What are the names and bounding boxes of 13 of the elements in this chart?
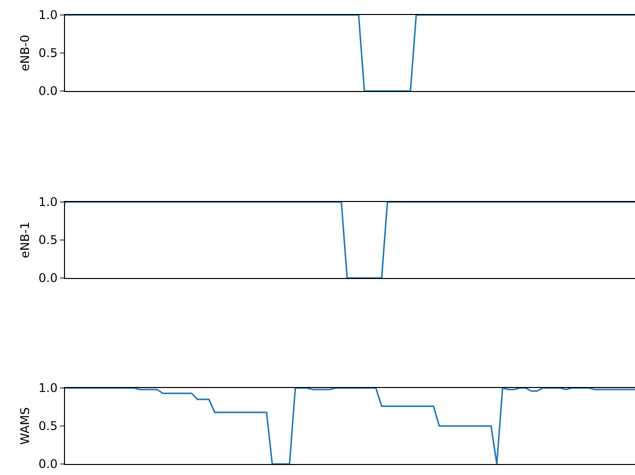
y-tick-label: 0.0 bbox=[38, 457, 58, 472]
line-series bbox=[65, 388, 635, 464]
y-tick-label: 0.5 bbox=[38, 233, 58, 248]
y-axis-title: eNB-1 bbox=[18, 222, 32, 258]
y-tick-label: 1.0 bbox=[38, 381, 58, 396]
y-tick-label: 1.0 bbox=[38, 195, 58, 210]
y-tick-label: 0.5 bbox=[38, 419, 58, 434]
y-tick-label: 0.0 bbox=[38, 271, 58, 286]
y-axis-title: WAMS bbox=[18, 407, 32, 445]
y-tick-label: 1.0 bbox=[38, 8, 58, 22]
y-tick-label: 0.0 bbox=[38, 84, 58, 98]
y-axis-title: eNB-0 bbox=[18, 34, 32, 72]
y-tick-label: 0.5 bbox=[38, 46, 58, 60]
